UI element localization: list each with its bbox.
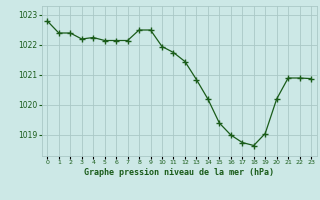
- X-axis label: Graphe pression niveau de la mer (hPa): Graphe pression niveau de la mer (hPa): [84, 168, 274, 177]
